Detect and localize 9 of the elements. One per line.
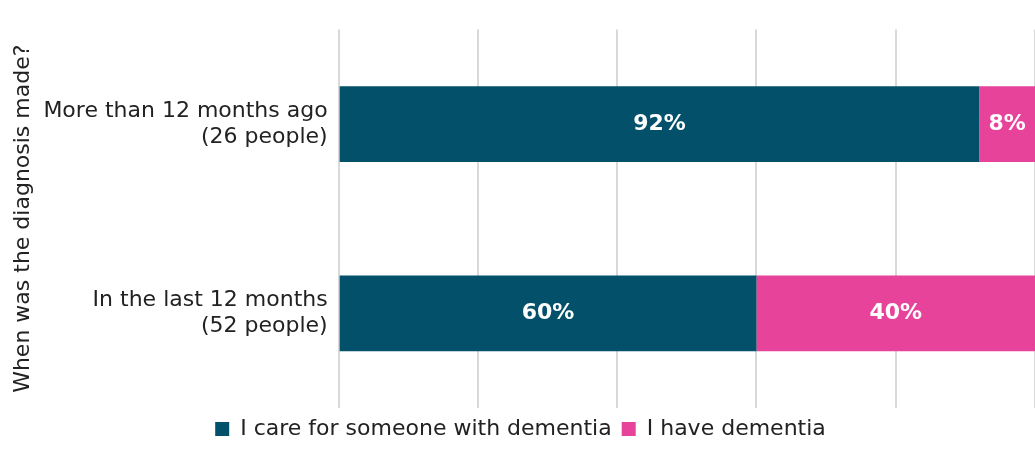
legend-label: I have dementia bbox=[646, 414, 826, 440]
data-label: 8% bbox=[988, 109, 1026, 135]
y-tick-label: More than 12 months ago (26 people) bbox=[43, 96, 328, 148]
data-label: 40% bbox=[869, 299, 923, 325]
data-label: 60% bbox=[521, 299, 575, 325]
legend-label: I care for someone with dementia bbox=[240, 414, 612, 440]
y-tick-label: In the last 12 months (52 people) bbox=[92, 285, 328, 338]
data-label: 92% bbox=[633, 109, 686, 135]
y-axis-title: When was the diagnosis made? bbox=[8, 44, 34, 393]
